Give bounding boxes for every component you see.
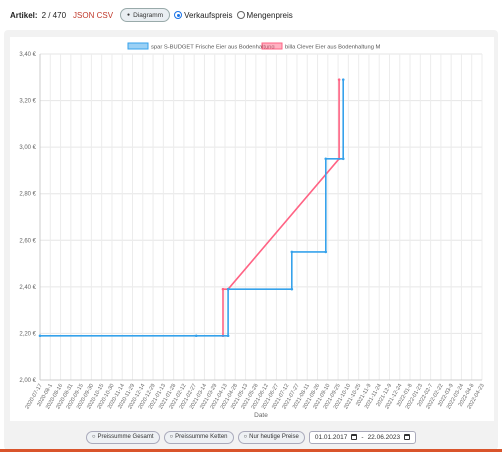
artikel-label: Artikel: [10, 10, 38, 20]
data-point [194, 334, 198, 338]
toolbar: Artikel: 2 / 470 JSON CSV ● Diagramm Ver… [0, 0, 502, 30]
series-line [40, 79, 345, 337]
legend-swatch [261, 42, 283, 50]
date-separator: - [361, 433, 364, 441]
radio-unit-price[interactable]: Mengenpreis [236, 10, 293, 20]
y-tick-label: 3,40 € [19, 52, 36, 58]
y-tick-label: 2,80 € [19, 192, 36, 198]
radio-selling-price-label: Verkaufspreis [184, 10, 233, 20]
data-point [341, 157, 345, 161]
data-point [290, 287, 294, 291]
legend-label: spar S-BUDGET Frische Eier aus Bodenhalt… [151, 45, 275, 51]
diagram-button-label: Diagramm [133, 11, 164, 19]
chart-controls: ○ Preissumme Gesamt ○ Preissumme Ketten … [0, 429, 502, 445]
date-range-input[interactable]: 01.01.2017 - 22.06.2023 [308, 430, 417, 444]
article-count: 2 / 470 [41, 10, 67, 20]
radio-unit-price-label: Mengenpreis [246, 10, 293, 20]
legend-label: billa Clever Eier aus Bodenhaltung M [285, 45, 381, 51]
json-csv-link[interactable]: JSON CSV [73, 10, 114, 20]
data-point [226, 287, 230, 291]
legend-swatch [127, 42, 149, 50]
x-axis-label: Date [254, 412, 268, 419]
today-only-button[interactable]: ○ Nur heutige Preise [237, 430, 305, 444]
radio-unit-price-control[interactable] [236, 11, 245, 19]
sum-chains-button[interactable]: ○ Preissumme Ketten [163, 430, 234, 444]
data-point [324, 250, 328, 254]
data-point [221, 287, 225, 291]
data-point [324, 157, 328, 161]
date-to-value[interactable]: 22.06.2023 [367, 433, 401, 441]
chart-container: 2,00 € 2,20 € 2,40 € 2,60 € 2,80 € 3,00 € 3,20… [10, 37, 494, 421]
y-tick-label: 2,00 € [19, 378, 36, 384]
radio-selling-price-control[interactable] [174, 11, 183, 19]
date-from-value[interactable]: 01.01.2017 [314, 433, 348, 441]
data-point [341, 78, 345, 81]
sum-chains-icon: ○ [169, 434, 174, 440]
calendar-to-icon[interactable] [404, 434, 411, 440]
sum-total-icon: ○ [91, 434, 96, 440]
price-chart: 2,00 € 2,20 € 2,40 € 2,60 € 2,80 € 3,00 € 3,20… [19, 42, 486, 419]
series-line [222, 79, 340, 336]
bottom-accent-bar [0, 449, 502, 452]
data-point [38, 334, 42, 338]
y-tick-label: 2,20 € [19, 331, 36, 337]
y-tick-label: 2,40 € [19, 285, 36, 291]
diagram-icon: ● [127, 12, 131, 18]
data-point [290, 250, 294, 254]
sum-total-label: Preissumme Gesamt [97, 434, 154, 440]
sum-total-button[interactable]: ○ Preissumme Gesamt [85, 430, 160, 444]
today-only-label: Nur heutige Preise [249, 434, 299, 440]
y-tick-label: 2,60 € [19, 238, 36, 244]
y-tick-label: 3,20 € [19, 99, 36, 105]
today-only-icon: ○ [243, 434, 248, 440]
sum-chains-label: Preissumme Ketten [175, 434, 228, 440]
y-tick-label: 3,00 € [19, 145, 36, 151]
data-point [226, 334, 230, 338]
calendar-from-icon[interactable] [351, 434, 358, 440]
data-point [337, 78, 341, 81]
radio-selling-price[interactable]: Verkaufspreis [174, 10, 233, 20]
diagram-button[interactable]: ● Diagramm [120, 8, 171, 22]
